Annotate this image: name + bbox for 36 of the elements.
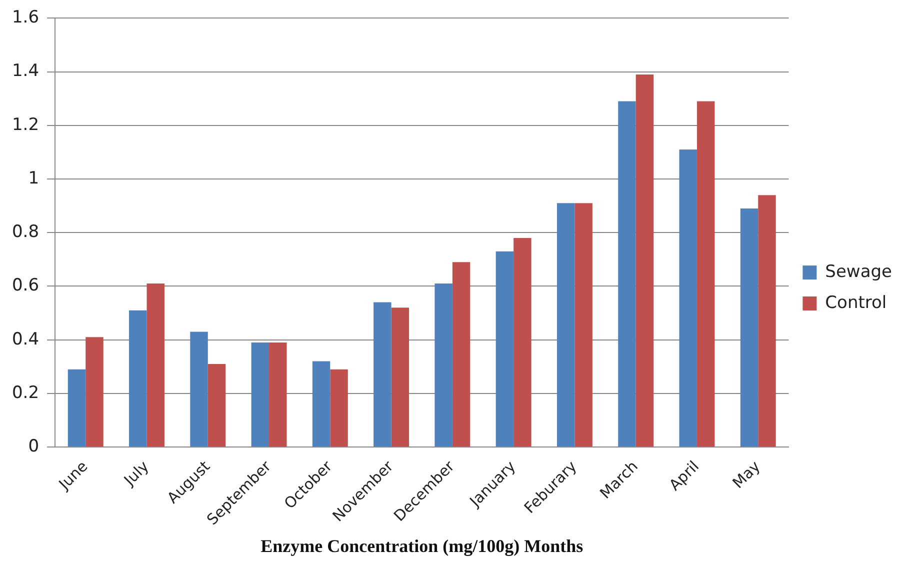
bar — [68, 369, 86, 447]
bar — [391, 308, 410, 447]
x-axis-title: Enzyme Concentration (mg/100g) Months — [260, 536, 584, 556]
bar — [574, 203, 592, 447]
bar — [330, 369, 348, 447]
bar — [251, 342, 270, 447]
bar — [312, 361, 330, 447]
bar — [190, 332, 208, 447]
bar — [636, 74, 654, 447]
bar — [374, 302, 392, 447]
bar — [86, 337, 104, 447]
bar — [496, 251, 514, 447]
bar — [758, 195, 776, 447]
y-tick-label: 0.4 — [12, 329, 40, 350]
y-tick-label: 1.6 — [12, 8, 40, 28]
bar — [129, 310, 147, 447]
bar — [208, 364, 226, 447]
y-tick-label: 1 — [28, 168, 40, 188]
y-tick-label: 0.8 — [12, 222, 40, 242]
bar — [269, 342, 287, 447]
y-tick-label: 0.6 — [12, 276, 40, 296]
y-tick-label: 1.4 — [12, 61, 40, 82]
legend-label: Control — [825, 292, 887, 313]
bar — [556, 203, 575, 447]
legend-label: Sewage — [825, 262, 892, 282]
bar — [696, 101, 715, 447]
bar — [679, 150, 697, 447]
y-tick-label: 0 — [28, 436, 40, 456]
bar — [434, 284, 452, 447]
y-tick-label: 0.2 — [12, 382, 40, 403]
bar — [740, 208, 758, 447]
bar — [514, 238, 532, 447]
bar — [146, 284, 164, 447]
y-tick-label: 1.2 — [12, 114, 40, 135]
bar — [452, 262, 470, 447]
bar — [618, 101, 636, 447]
